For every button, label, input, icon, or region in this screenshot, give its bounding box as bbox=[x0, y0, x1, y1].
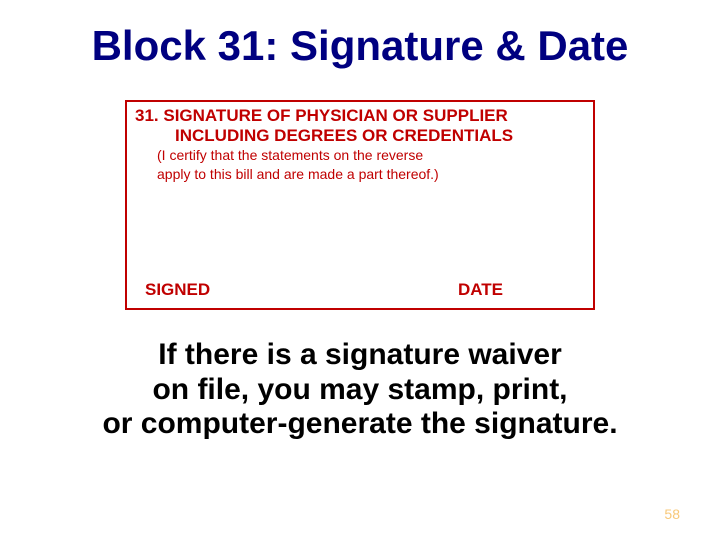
explanatory-line1: If there is a signature waiver bbox=[6, 338, 714, 373]
explanatory-line2: on file, you may stamp, print, bbox=[6, 373, 714, 408]
signature-form-box: 31. SIGNATURE OF PHYSICIAN OR SUPPLIER I… bbox=[125, 100, 595, 310]
date-label: DATE bbox=[458, 280, 593, 300]
form-heading-line2: INCLUDING DEGREES OR CREDENTIALS bbox=[127, 126, 593, 146]
signed-label: SIGNED bbox=[127, 280, 458, 300]
page-number: 58 bbox=[664, 506, 680, 522]
explanatory-line3: or computer-generate the signature. bbox=[6, 407, 714, 442]
form-heading-line1: 31. SIGNATURE OF PHYSICIAN OR SUPPLIER bbox=[127, 102, 593, 126]
signature-labels-row: SIGNED DATE bbox=[127, 280, 593, 300]
certification-line1: (I certify that the statements on the re… bbox=[127, 145, 593, 164]
slide-title: Block 31: Signature & Date bbox=[0, 0, 720, 70]
certification-line2: apply to this bill and are made a part t… bbox=[127, 164, 593, 183]
explanatory-text: If there is a signature waiver on file, … bbox=[0, 310, 720, 442]
